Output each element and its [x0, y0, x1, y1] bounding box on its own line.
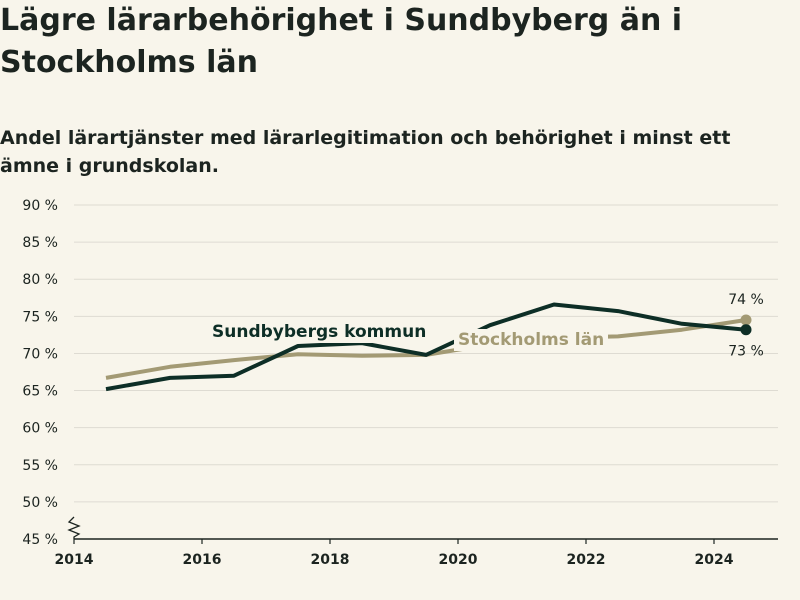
line-chart: 45 % 50 % 55 % 60 % 65 % 70 % 75 % 80 % 85 % 90 %… [22, 198, 778, 568]
y-axis-ticks: 45 % 50 % 55 % 60 % 65 % 70 % 75 % 80 % 85 % 90 % [22, 198, 58, 548]
end-value-label: 73 % [728, 344, 764, 360]
series-name-label: Stockholms län [458, 330, 604, 350]
series-lines [105, 302, 752, 392]
y-tick-label: 70 % [22, 346, 58, 362]
y-tick-label: 85 % [22, 235, 58, 251]
end-value-label: 74 % [728, 292, 764, 308]
y-tick-label: 60 % [22, 421, 58, 437]
series-label-halo [208, 321, 432, 343]
series-end-point [740, 314, 752, 326]
y-axis-break-icon [67, 516, 81, 539]
y-tick-label: 90 % [22, 198, 58, 214]
x-tick-label: 2018 [311, 552, 350, 568]
chart-title: Lägre lärarbehörighet i Sundbyberg än i … [0, 3, 683, 80]
y-tick-label: 65 % [22, 384, 58, 400]
series-name-label: Sundbybergs kommun [212, 322, 426, 342]
series-label-halo [454, 329, 608, 351]
x-axis [67, 516, 778, 540]
series-line [105, 302, 747, 392]
x-tick-label: 2016 [183, 552, 222, 568]
y-tick-label: 75 % [22, 309, 58, 325]
series-end-point [740, 324, 752, 336]
x-tick-label: 2022 [567, 552, 606, 568]
y-tick-label: 55 % [22, 458, 58, 474]
x-tick-label: 2020 [439, 552, 478, 568]
y-tick-label: 45 % [22, 532, 58, 548]
x-tick-label: 2014 [55, 552, 94, 568]
y-tick-label: 80 % [22, 272, 58, 288]
series-labels: Sundbybergs kommun Stockholms län 74 % 73 % [208, 292, 764, 360]
chart-subtitle: Andel lärartjänster med lärarlegitimatio… [0, 127, 731, 177]
x-axis-ticks: 2014 2016 2018 2020 2022 2024 [55, 539, 734, 568]
y-tick-label: 50 % [22, 495, 58, 511]
x-tick-label: 2024 [695, 552, 734, 568]
